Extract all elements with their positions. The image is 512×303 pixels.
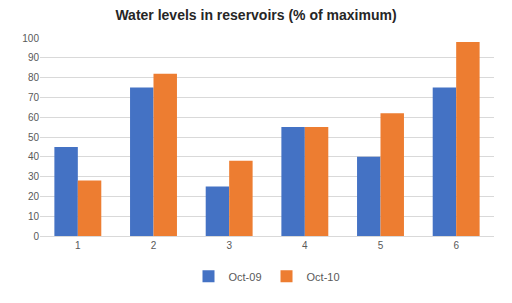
svg-text:1: 1: [75, 240, 81, 251]
svg-text:4: 4: [302, 240, 308, 251]
svg-text:40: 40: [28, 151, 40, 162]
svg-text:5: 5: [378, 240, 384, 251]
svg-text:100: 100: [22, 33, 39, 44]
svg-text:6: 6: [453, 240, 459, 251]
svg-text:90: 90: [28, 52, 40, 63]
svg-text:0: 0: [33, 231, 39, 242]
svg-text:70: 70: [28, 92, 40, 103]
svg-text:60: 60: [28, 112, 40, 123]
svg-text:10: 10: [28, 211, 40, 222]
svg-text:Water levels in reservoirs (%: Water levels in reservoirs (% of maximum…: [115, 7, 396, 23]
svg-text:80: 80: [28, 72, 40, 83]
svg-text:30: 30: [28, 171, 40, 182]
svg-text:50: 50: [28, 132, 40, 143]
svg-text:Oct-10: Oct-10: [307, 271, 340, 283]
svg-text:Oct-09: Oct-09: [229, 271, 262, 283]
svg-text:20: 20: [28, 191, 40, 202]
svg-text:2: 2: [151, 240, 157, 251]
svg-text:3: 3: [226, 240, 232, 251]
